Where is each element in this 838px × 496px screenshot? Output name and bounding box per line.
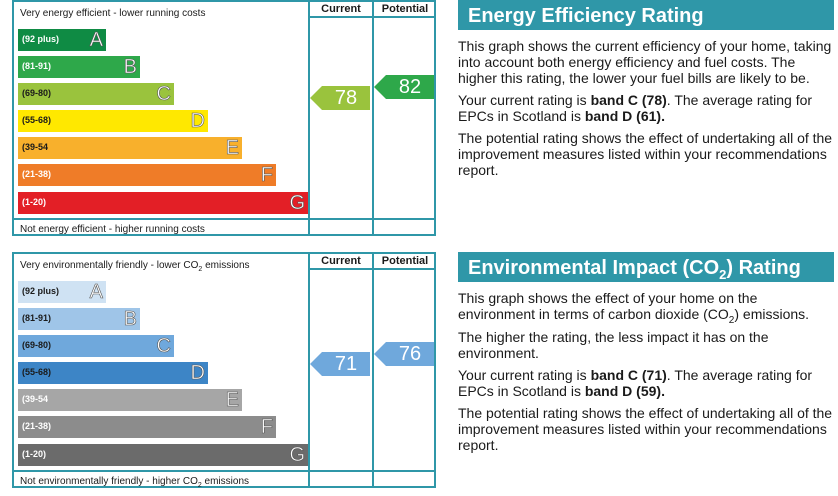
panel-paragraph: The potential rating shows the effect of… bbox=[458, 404, 833, 453]
panel-paragraph: The potential rating shows the effect of… bbox=[458, 130, 833, 178]
band-letter: D bbox=[190, 362, 205, 385]
panel-paragraph: This graph shows the effect of your home… bbox=[458, 290, 810, 361]
chart-top-label: Very environmentally friendly - lower CO… bbox=[20, 260, 250, 273]
current-rating-arrow: 78 bbox=[310, 86, 370, 110]
band-letter: D bbox=[190, 110, 205, 133]
column-header-current: Current bbox=[321, 255, 361, 267]
chart-top-label: Very energy efficient - lower running co… bbox=[20, 8, 206, 19]
band-range-label: (1-20) bbox=[22, 449, 47, 459]
current-rating-value: 71 bbox=[334, 353, 358, 375]
band-letter: G bbox=[289, 192, 305, 215]
band-range-label: (39-54 bbox=[22, 394, 49, 404]
panel-paragraph: Your current rating is band C (78). The … bbox=[458, 92, 813, 124]
band-range-label: (1-20) bbox=[22, 197, 47, 207]
column-header-current: Current bbox=[321, 3, 361, 15]
current-rating-arrow: 71 bbox=[310, 352, 370, 376]
band-letter: C bbox=[156, 335, 171, 358]
potential-rating-value: 82 bbox=[398, 76, 422, 98]
current-rating-value: 78 bbox=[334, 87, 358, 109]
potential-rating-arrow: 82 bbox=[374, 75, 434, 99]
rating-band-d: (55-68) D bbox=[18, 110, 208, 132]
band-range-label: (92 plus) bbox=[22, 34, 60, 44]
panel-title: Environmental Impact (CO2) Rating bbox=[458, 252, 834, 282]
band-range-label: (39-54 bbox=[22, 142, 49, 152]
column-header-potential: Potential bbox=[381, 255, 429, 267]
band-letter: F bbox=[260, 164, 273, 187]
band-letter: C bbox=[156, 83, 171, 106]
rating-band-b: (81-91) B bbox=[18, 56, 140, 78]
environmental-impact-panel: Environmental Impact (CO2) Rating This g… bbox=[458, 252, 834, 453]
band-letter: G bbox=[289, 444, 305, 467]
divider bbox=[372, 2, 374, 234]
rating-band-e: (39-54 E bbox=[18, 389, 242, 411]
band-range-label: (21-38) bbox=[22, 421, 52, 431]
band-letter: E bbox=[225, 137, 239, 160]
band-letter: A bbox=[89, 281, 103, 304]
divider bbox=[308, 16, 434, 18]
divider bbox=[308, 254, 310, 486]
chart-bottom-label: Not energy efficient - higher running co… bbox=[20, 224, 205, 235]
band-range-label: (69-80) bbox=[22, 340, 52, 350]
divider bbox=[308, 2, 310, 234]
energy-efficiency-chart: Very energy efficient - lower running co… bbox=[12, 0, 436, 236]
rating-band-b: (81-91) B bbox=[18, 308, 140, 330]
band-range-label: (69-80) bbox=[22, 88, 52, 98]
rating-band-c: (69-80) C bbox=[18, 83, 174, 105]
energy-efficiency-panel: Energy Efficiency Rating This graph show… bbox=[458, 0, 834, 178]
rating-band-f: (21-38) F bbox=[18, 416, 276, 438]
rating-band-e: (39-54 E bbox=[18, 137, 242, 159]
column-header-potential: Potential bbox=[381, 3, 429, 15]
divider bbox=[14, 470, 434, 472]
band-range-label: (21-38) bbox=[22, 169, 52, 179]
band-letter: B bbox=[123, 308, 137, 331]
panel-paragraph: This graph shows the current efficiency … bbox=[458, 38, 832, 86]
divider bbox=[14, 218, 434, 220]
rating-band-f: (21-38) F bbox=[18, 164, 276, 186]
band-range-label: (81-91) bbox=[22, 61, 52, 71]
band-range-label: (81-91) bbox=[22, 313, 52, 323]
rating-band-g: (1-20) G bbox=[18, 444, 308, 466]
band-range-label: (55-68) bbox=[22, 367, 52, 377]
rating-band-a: (92 plus) A bbox=[18, 29, 106, 51]
chart-bottom-label: Not environmentally friendly - higher CO… bbox=[20, 476, 250, 489]
band-letter: E bbox=[225, 389, 239, 412]
rating-band-a: (92 plus) A bbox=[18, 281, 106, 303]
band-letter: A bbox=[89, 29, 103, 52]
potential-rating-value: 76 bbox=[398, 343, 422, 365]
divider bbox=[372, 254, 374, 486]
band-letter: B bbox=[123, 56, 137, 79]
panel-title: Energy Efficiency Rating bbox=[458, 0, 834, 30]
potential-rating-arrow: 76 bbox=[374, 342, 434, 366]
rating-band-c: (69-80) C bbox=[18, 335, 174, 357]
panel-paragraph: Your current rating is band C (71). The … bbox=[458, 366, 813, 399]
environmental-impact-chart: Very environmentally friendly - lower CO… bbox=[12, 252, 436, 489]
band-letter: F bbox=[260, 416, 273, 439]
rating-band-d: (55-68) D bbox=[18, 362, 208, 384]
band-range-label: (55-68) bbox=[22, 115, 52, 125]
divider bbox=[308, 268, 434, 270]
rating-band-g: (1-20) G bbox=[18, 192, 308, 214]
band-range-label: (92 plus) bbox=[22, 286, 60, 296]
